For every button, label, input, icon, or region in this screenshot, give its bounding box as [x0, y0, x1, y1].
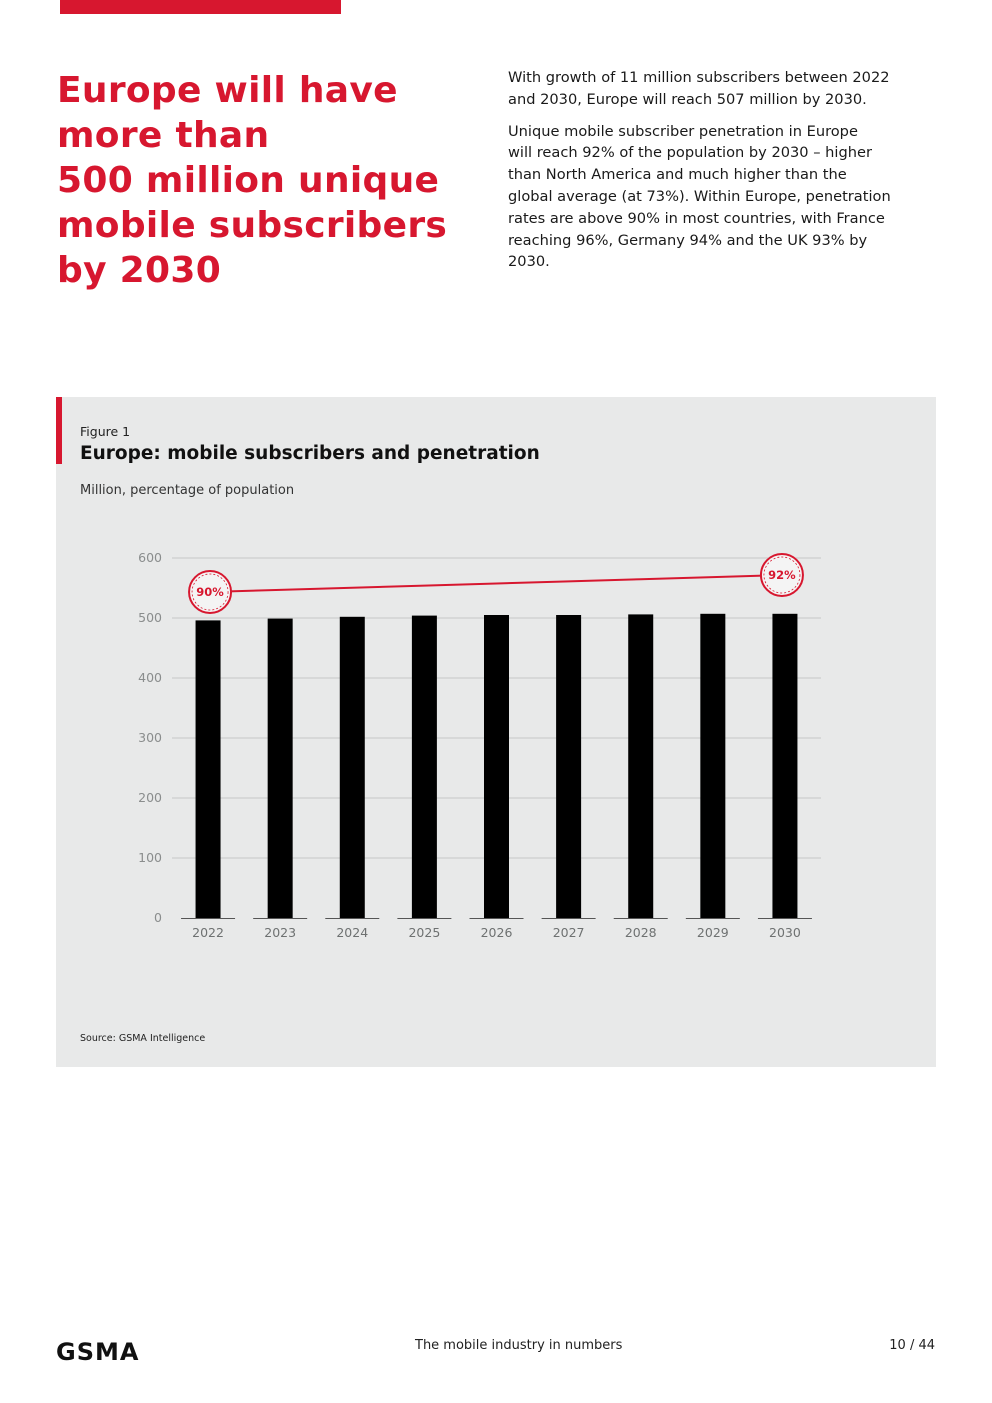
bar: [484, 615, 509, 918]
bar: [339, 616, 365, 918]
penetration-label: 90%: [196, 585, 224, 599]
penetration-marker: [759, 553, 804, 597]
intro-line: and 2030, Europe will reach 507 million …: [508, 90, 867, 108]
intro-paragraph-2: Unique mobile subscriber penetration in …: [508, 121, 928, 274]
figure-title: Europe: mobile subscribers and penetrati…: [80, 443, 540, 464]
bar: [700, 613, 726, 918]
y-tick-label: 400: [138, 670, 162, 685]
intro-line: rates are above 90% in most countries, w…: [508, 209, 885, 227]
gsma-logo: GSMA: [56, 1338, 140, 1366]
intro-line: than North America and much higher than …: [508, 166, 847, 184]
intro-line: global average (at 73%). Within Europe, …: [508, 187, 891, 205]
figure-accent-bar: [56, 397, 62, 464]
y-tick-label: 600: [138, 550, 162, 565]
bar: [195, 620, 221, 918]
bar: [267, 618, 293, 918]
x-tick-label: 2030: [769, 925, 801, 940]
figure-label: Figure 1: [80, 424, 131, 439]
x-tick-label: 2029: [697, 925, 729, 940]
intro-line: will reach 92% of the population by 2030…: [508, 144, 872, 162]
y-tick-label: 100: [138, 850, 162, 865]
intro-paragraph-1: With growth of 11 million subscribers be…: [508, 67, 928, 111]
page-headline: Europe will have more than 500 million u…: [57, 68, 477, 293]
figure-source: Source: GSMA Intelligence: [80, 1033, 206, 1044]
bar: [556, 615, 582, 918]
y-tick-label: 0: [154, 910, 162, 925]
bar: [411, 615, 437, 918]
y-tick-label: 300: [138, 730, 162, 745]
headline-line: by 2030: [57, 250, 222, 291]
x-tick-label: 2026: [481, 925, 513, 940]
intro-line: Unique mobile subscriber penetration in …: [508, 122, 858, 140]
penetration-label: 92%: [768, 568, 796, 582]
penetration-marker-ring: [191, 573, 229, 611]
bar: [772, 613, 798, 918]
x-tick-label: 2024: [336, 925, 368, 940]
figure-panel: Figure 1 Europe: mobile subscribers and …: [56, 397, 936, 1067]
x-tick-label: 2022: [192, 925, 224, 940]
headline-line: Europe will have: [57, 70, 398, 111]
bar: [628, 614, 654, 918]
headline-line: mobile subscribers: [57, 205, 448, 246]
x-tick-label: 2028: [625, 925, 657, 940]
headline-line: more than: [57, 115, 270, 156]
intro-line: 2030.: [508, 253, 550, 271]
penetration-marker: [188, 570, 233, 614]
y-tick-label: 200: [138, 790, 162, 805]
footer-title: The mobile industry in numbers: [415, 1338, 623, 1353]
y-tick-label: 500: [138, 610, 162, 625]
intro-line: reaching 96%, Germany 94% and the UK 93%…: [508, 231, 868, 249]
penetration-line: [208, 574, 785, 593]
figure-subtitle: Million, percentage of population: [80, 483, 295, 498]
penetration-marker-ring: [763, 556, 801, 594]
subscribers-chart: 0 100 200 300 400 500 600 2022 2023 2024 2025 2026 2…: [138, 550, 821, 940]
x-tick-label: 2023: [264, 925, 296, 940]
page-number: 10 / 44: [889, 1338, 935, 1353]
x-tick-label: 2025: [408, 925, 440, 940]
x-tick-label: 2027: [553, 925, 585, 940]
top-accent-bar: [60, 0, 341, 14]
intro-text: With growth of 11 million subscribers be…: [508, 67, 928, 283]
intro-line: With growth of 11 million subscribers be…: [508, 69, 890, 86]
headline-line: 500 million unique: [57, 160, 440, 201]
